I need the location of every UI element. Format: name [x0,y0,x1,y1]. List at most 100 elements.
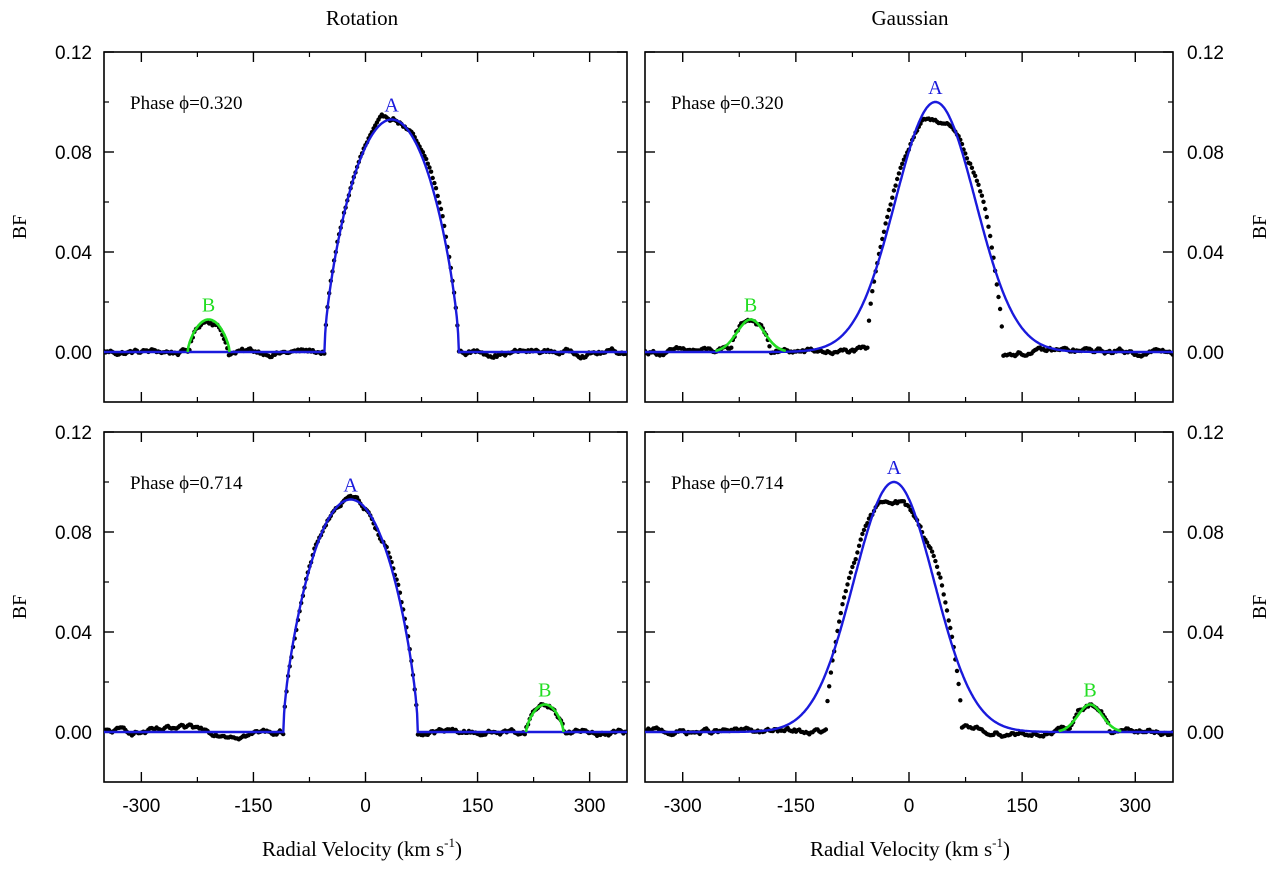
data-point [767,344,771,348]
data-point [988,234,992,238]
data-point [990,245,994,249]
primary-fit-line [645,102,1173,352]
observed-series [102,494,629,742]
data-point [943,600,947,604]
data-point [824,727,828,731]
x-axis-title-left: Radial Velocity (km s-1) [262,835,462,861]
phase-annotation: Phase ϕ=0.320 [130,93,243,114]
data-point [986,225,990,229]
data-point [827,684,831,688]
data-point [844,589,848,593]
x-tick-label: 300 [574,796,606,817]
data-point [975,179,979,183]
y-tick-label: 0.00 [55,343,92,364]
data-point [985,215,989,219]
data-point [887,208,891,212]
data-point [935,565,939,569]
x-tick-label: 150 [462,796,494,817]
data-point [996,295,1000,299]
data-point [955,669,959,673]
data-point [427,165,431,169]
data-point [432,181,436,185]
data-point [948,626,952,630]
data-point [1000,324,1004,328]
data-point [937,571,941,575]
data-point [981,200,985,204]
data-point [847,576,851,580]
data-point [895,177,899,181]
component-label-a: A [928,77,943,99]
data-point [842,595,846,599]
phase-annotation: Phase ϕ=0.714 [671,473,784,494]
x-tick-label: -300 [664,796,702,817]
data-point [890,196,894,200]
data-point [958,698,962,702]
y-tick-label: 0.00 [1187,343,1224,364]
component-label-b: B [538,680,551,702]
x-tick-label: -300 [122,796,160,817]
data-point [825,699,829,703]
data-point [862,528,866,532]
component-label-a: A [343,475,358,497]
data-point [976,183,980,187]
data-point [956,682,960,686]
component-label-a: A [887,457,902,479]
x-tick-label: -150 [234,796,272,817]
y-tick-label: 0.12 [55,43,92,64]
data-point [970,166,974,170]
data-point [840,602,844,606]
data-point [837,619,841,623]
x-tick-label: 150 [1006,796,1038,817]
data-point [859,537,863,541]
data-point [938,575,942,579]
x-axis-title-right: Radial Velocity (km s-1) [810,835,1010,861]
data-point [845,582,849,586]
y-tick-label: 0.08 [1187,523,1224,544]
data-point [729,346,733,350]
column-title-rotation: Rotation [326,6,399,30]
data-point [893,183,897,187]
data-point [942,592,946,596]
panels: 0.00 0.04 0.08 0.12 BF Phase ϕ=0.320 A B 0.00 0.0… [9,43,1271,817]
data-point [947,618,951,622]
column-title-gaussian: Gaussian [872,6,949,30]
panel-4: -300 -150 0 150 300 0.00 0.04 0.08 0.12 BF Phase ϕ… [643,423,1271,817]
panel-1: 0.00 0.04 0.08 0.12 BF Phase ϕ=0.320 A B [9,43,629,402]
data-point [829,670,833,674]
y-tick-label: 0.12 [1187,423,1224,444]
secondary-fit-line [715,320,786,351]
data-point [869,302,873,306]
data-point [885,215,889,219]
data-point [968,162,972,166]
y-tick-label: 0.08 [55,143,92,164]
phase-annotation: Phase ϕ=0.714 [130,473,243,494]
data-point [933,559,937,563]
data-point [857,544,861,548]
y-tick-label: 0.04 [1187,243,1224,264]
data-point [892,188,896,192]
y-axis-title: BF [9,595,31,619]
y-tick-label: 0.12 [1187,43,1224,64]
y-tick-label: 0.04 [55,623,92,644]
data-point [983,207,987,211]
data-point [839,611,843,615]
y-tick-label: 0.00 [1187,723,1224,744]
component-label-a: A [384,95,399,117]
primary-fit-line [104,120,627,353]
data-point [867,319,871,323]
data-point [930,549,934,553]
data-point [429,170,433,174]
y-tick-label: 0.08 [1187,143,1224,164]
y-tick-label: 0.04 [55,243,92,264]
data-point [940,583,944,587]
y-tick-label: 0.08 [55,523,92,544]
y-tick-label: 0.04 [1187,623,1224,644]
data-point [945,608,949,612]
component-label-b: B [744,295,757,317]
data-point [998,307,1002,311]
x-tick-label: 0 [360,796,371,817]
data-point [883,221,887,225]
secondary-fit-line [1059,705,1122,732]
data-point [980,194,984,198]
